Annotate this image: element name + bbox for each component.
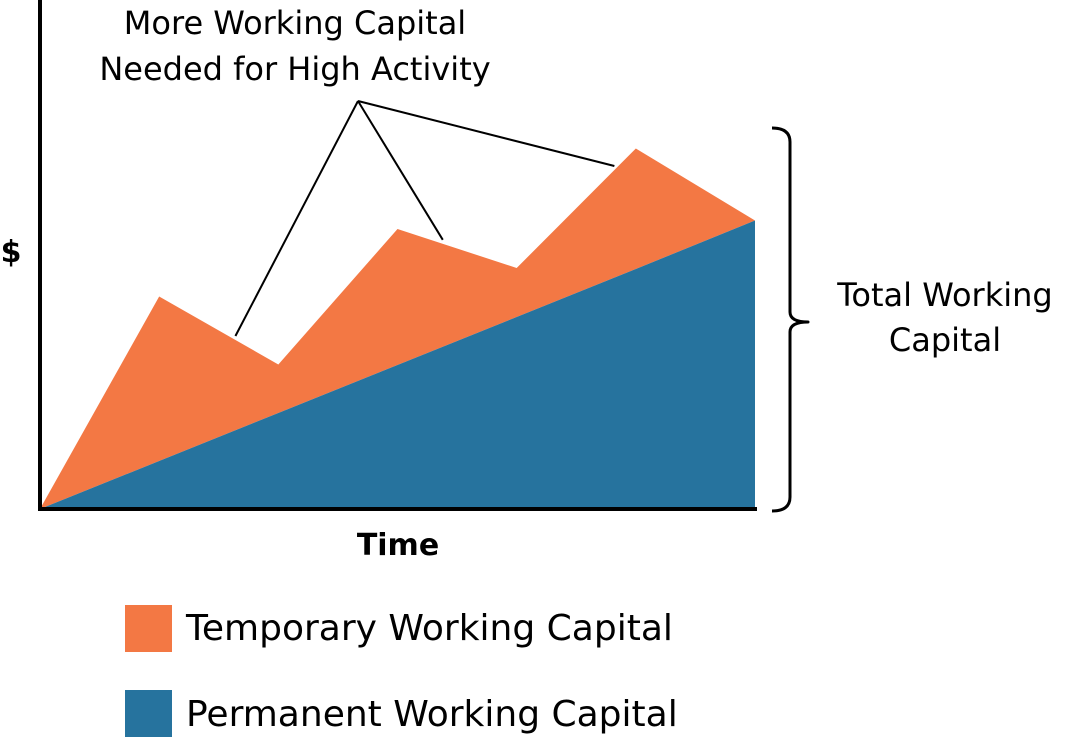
legend-label-temporary: Temporary Working Capital <box>185 608 673 649</box>
permanent-working-capital-area <box>40 220 755 509</box>
legend-swatch-permanent <box>125 690 172 737</box>
annotation-total-line-2: Capital <box>889 321 1001 359</box>
annotation-pointer-line-2 <box>357 100 444 241</box>
legend-label-permanent: Permanent Working Capital <box>186 694 678 735</box>
annotation-pointer-line-3 <box>357 100 615 167</box>
annotation-high-activity-line-1: More Working Capital <box>124 4 466 42</box>
temporary-working-capital-area <box>40 148 755 509</box>
total-working-capital-bracket <box>771 126 810 513</box>
annotation-pointer-line-1 <box>234 100 359 337</box>
x-axis-label: Time <box>357 528 439 563</box>
y-axis-label: $ <box>1 235 22 270</box>
chart-areas <box>40 148 755 509</box>
annotation-high-activity-line-2: Needed for High Activity <box>99 50 490 88</box>
annotation-total-line-1: Total Working <box>836 276 1052 314</box>
legend: Temporary Working Capital Permanent Work… <box>125 605 678 737</box>
annotation-pointer-lines <box>234 100 615 337</box>
legend-swatch-temporary <box>125 605 172 652</box>
